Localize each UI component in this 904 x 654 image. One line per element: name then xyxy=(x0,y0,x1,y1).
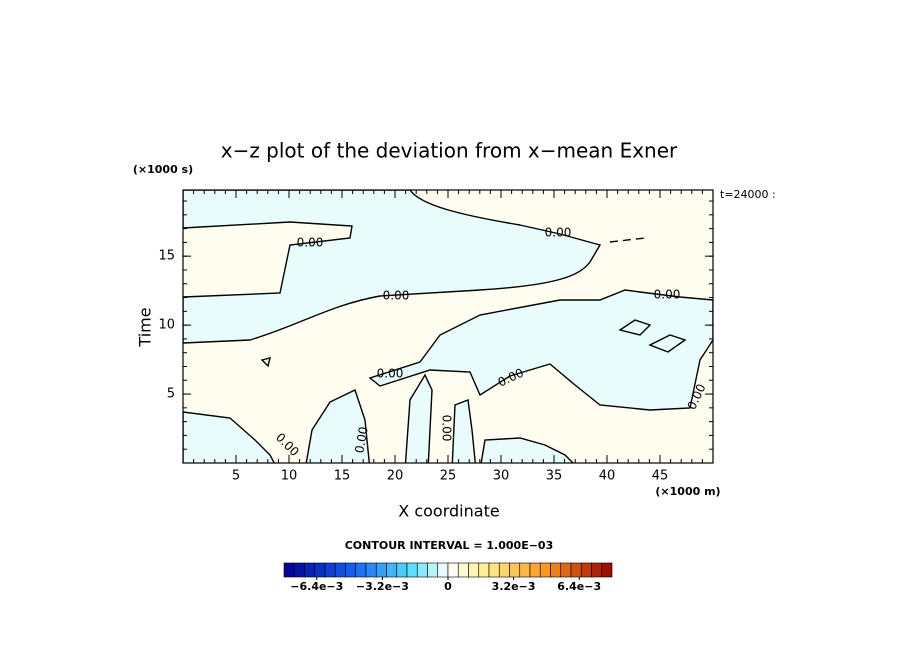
colorbar-box xyxy=(580,562,592,578)
x-tick-label: 10 xyxy=(281,469,298,484)
negative-region xyxy=(404,373,433,463)
colorbar-box xyxy=(304,562,316,578)
colorbar-box xyxy=(457,562,469,578)
colorbar-box xyxy=(488,562,500,578)
colorbar-box xyxy=(447,562,459,578)
x-tick-label: 20 xyxy=(387,469,404,484)
contour-field xyxy=(183,190,713,463)
colorbar-box xyxy=(314,562,326,578)
contour-label: 0.00 xyxy=(383,289,410,303)
colorbar-box xyxy=(334,562,346,578)
colorbar-box xyxy=(560,562,572,578)
colorbar-box xyxy=(550,562,562,578)
negative-region xyxy=(451,399,477,463)
colorbar-tick-label: 3.2e−3 xyxy=(492,580,536,593)
x-tick-label: 45 xyxy=(652,469,669,484)
x-tick-label: 30 xyxy=(493,469,510,484)
colorbar-box xyxy=(468,562,480,578)
negative-region xyxy=(260,357,271,368)
colorbar-box xyxy=(283,562,295,578)
contour-label: 0.00 xyxy=(440,415,454,442)
colorbar-box xyxy=(406,562,418,578)
x-tick-label: 25 xyxy=(440,469,457,484)
negative-region xyxy=(618,319,652,336)
colorbar-box xyxy=(345,562,357,578)
y-unit: (×1000 s) xyxy=(133,163,193,176)
negative-region xyxy=(305,389,371,463)
contour-line xyxy=(609,237,646,243)
colorbar-box xyxy=(355,562,367,578)
contour-label: 0.00 xyxy=(297,236,324,250)
colorbar-box xyxy=(416,562,428,578)
colorbar-tick-label: 0 xyxy=(444,580,452,593)
colorbar-box xyxy=(293,562,305,578)
colorbar-box xyxy=(365,562,377,578)
colorbar-box xyxy=(427,562,439,578)
contour-label: 0.00 xyxy=(545,226,572,240)
colorbar-box xyxy=(529,562,541,578)
x-tick-label: 5 xyxy=(232,469,240,484)
x-unit: (×1000 m) xyxy=(655,485,720,498)
negative-region xyxy=(183,411,276,463)
y-axis-label: Time xyxy=(136,307,155,347)
colorbar-box xyxy=(591,562,603,578)
chart-title: x−z plot of the deviation from x−mean Ex… xyxy=(221,139,678,163)
contour-label: 0.00 xyxy=(377,367,404,381)
colorbar-box xyxy=(478,562,490,578)
negative-region xyxy=(480,437,574,463)
colorbar-box xyxy=(386,562,398,578)
y-tick-label: 15 xyxy=(158,249,175,264)
x-axis-label: X coordinate xyxy=(398,502,499,521)
colorbar-tick-label: −3.2e−3 xyxy=(356,580,409,593)
colorbar-box xyxy=(539,562,551,578)
negative-region xyxy=(183,190,602,344)
colorbar-tick-label: 6.4e−3 xyxy=(557,580,601,593)
y-tick-label: 10 xyxy=(158,318,175,333)
x-tick-label: 35 xyxy=(546,469,563,484)
colorbar-box xyxy=(396,562,408,578)
x-tick-label: 40 xyxy=(599,469,616,484)
contour-label: 0.00 xyxy=(352,426,370,455)
colorbar-box xyxy=(509,562,521,578)
colorbar-box xyxy=(498,562,510,578)
colorbar-tick-label: −6.4e−3 xyxy=(290,580,343,593)
y-tick-label: 5 xyxy=(167,387,175,402)
x-tick-label: 15 xyxy=(334,469,351,484)
colorbar-box xyxy=(437,562,449,578)
negative-region xyxy=(648,334,687,353)
colorbar-box xyxy=(324,562,336,578)
contour-label: 0.00 xyxy=(654,288,681,302)
time-label: t=24000 : xyxy=(720,188,776,201)
colorbar-box xyxy=(375,562,387,578)
contour-interval: CONTOUR INTERVAL = 1.000E−03 xyxy=(345,539,554,552)
colorbar-box xyxy=(570,562,582,578)
negative-region xyxy=(368,289,713,411)
colorbar-box xyxy=(519,562,531,578)
colorbar-box xyxy=(601,562,613,578)
